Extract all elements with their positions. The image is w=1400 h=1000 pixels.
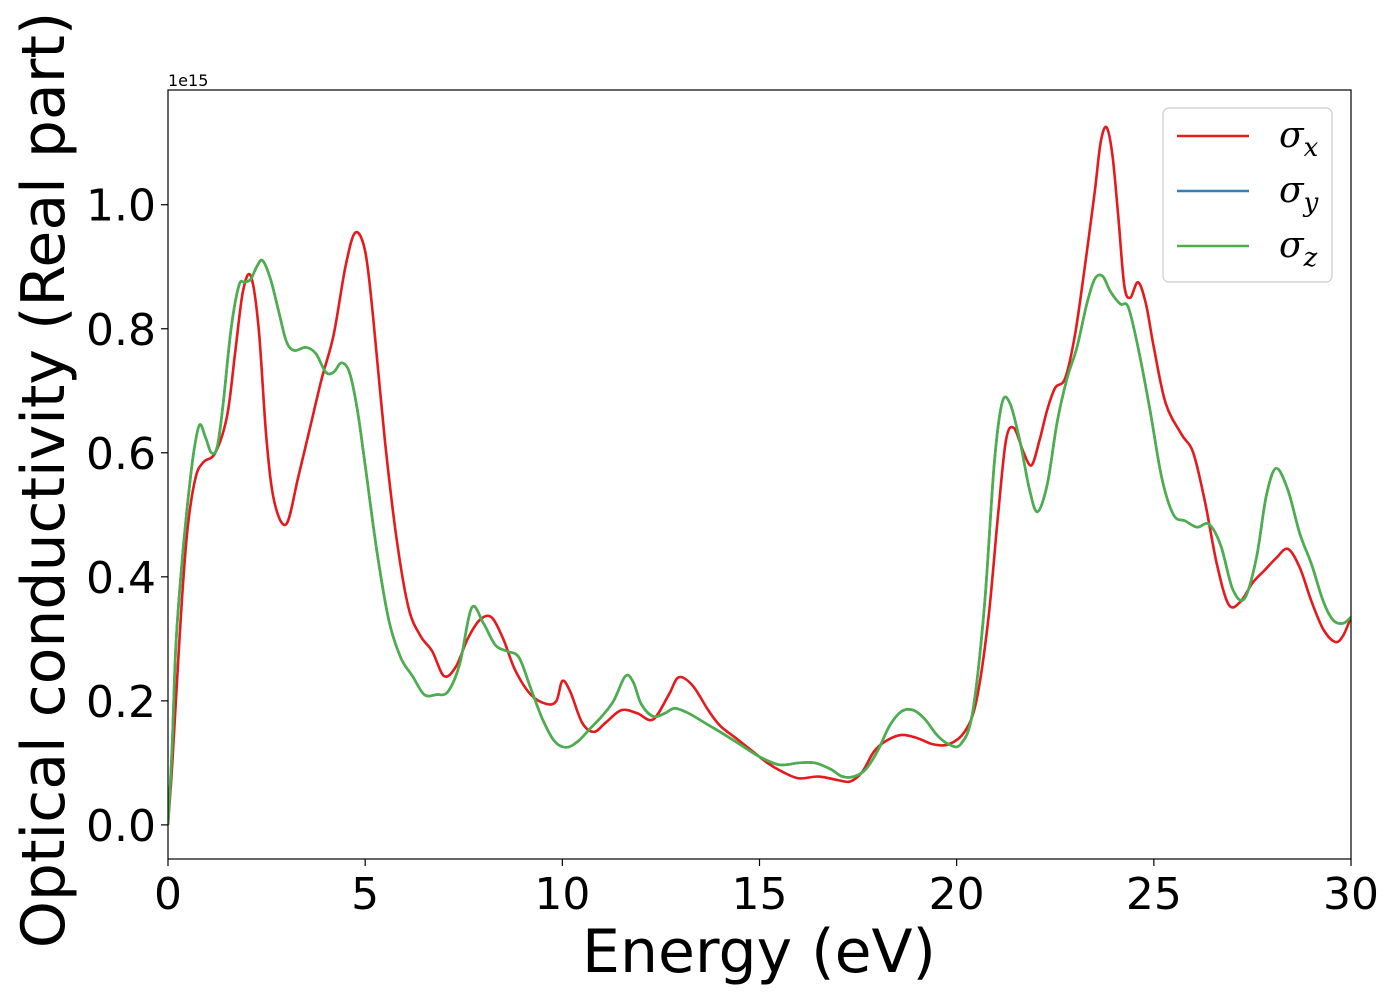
- x-tick-label: 25: [1126, 869, 1182, 920]
- x-tick-label: 5: [351, 869, 379, 920]
- y-tick-label: 0.4: [86, 553, 156, 604]
- x-tick-label: 0: [154, 869, 182, 920]
- x-tick-label: 20: [929, 869, 985, 920]
- legend-label-y: σy: [1279, 170, 1319, 218]
- legend-label-x: σx: [1279, 115, 1319, 163]
- x-tick-label: 15: [732, 869, 788, 920]
- plot-area: [167, 89, 1352, 860]
- legend: σx σy σz: [1162, 107, 1333, 283]
- series-group: [168, 125, 1351, 825]
- y-axis: 0.0 0.2 0.4 0.6 0.8 1.0: [86, 181, 168, 852]
- x-axis: 0 5 10 15 20 25 30: [154, 859, 1379, 920]
- x-tick-label: 30: [1323, 869, 1379, 920]
- series-line-z: [168, 258, 1351, 825]
- legend-label-z: σz: [1279, 225, 1318, 273]
- y-axis-title: Optical conductivity (Real part): [9, 12, 79, 949]
- y-tick-label: 0.6: [86, 429, 156, 480]
- y-tick-label: 1.0: [86, 181, 156, 232]
- legend-box: [1162, 107, 1333, 283]
- y-tick-label: 0.2: [86, 677, 156, 728]
- y-tick-label: 0.0: [86, 801, 156, 852]
- x-tick-label: 10: [534, 869, 590, 920]
- x-axis-title: Energy (eV): [582, 917, 936, 987]
- y-tick-label: 0.8: [86, 305, 156, 356]
- y-offset-text: 1e15: [168, 71, 208, 90]
